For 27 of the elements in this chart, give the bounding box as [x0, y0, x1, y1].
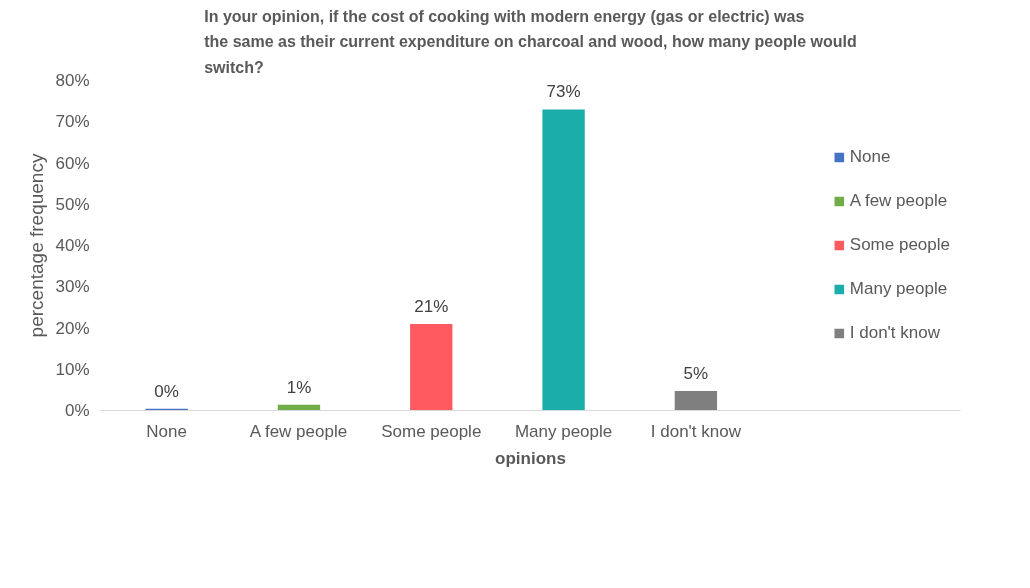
- y-tick-label: 20%: [55, 318, 90, 338]
- y-tick-label: 0%: [64, 401, 90, 420]
- y-tick-label: 10%: [55, 359, 90, 379]
- legend-label: Many people: [849, 279, 948, 299]
- y-tick-label: 50%: [55, 194, 90, 214]
- y-tick-label: 40%: [55, 236, 90, 255]
- y-tick-label: 70%: [55, 112, 90, 132]
- x-tick-label: None: [146, 421, 187, 441]
- legend-label: I don't know: [849, 323, 941, 343]
- data-label: 0%: [154, 381, 179, 401]
- data-label: 73%: [546, 82, 581, 102]
- x-tick-label: Some people: [381, 421, 482, 441]
- chart-title: In your opinion, if the cost of cooking with modern energy (gas or electric) was the same as their current expenditure on charcoal and wood, how many people would switch?: [204, 7, 857, 76]
- data-label: 1%: [286, 377, 312, 397]
- legend-label: A few people: [849, 191, 948, 211]
- legend-label: Some people: [849, 235, 950, 255]
- legend-label: None: [849, 147, 891, 167]
- x-tick-label: Many people: [514, 421, 613, 441]
- data-label: 5%: [683, 364, 709, 384]
- y-tick-label: 30%: [55, 277, 90, 297]
- x-axis-title: opinions: [495, 448, 566, 468]
- data-label: 21%: [414, 296, 449, 316]
- x-tick-label: I don't know: [650, 421, 742, 441]
- x-tick-label: A few people: [249, 421, 348, 441]
- y-tick-label: 80%: [55, 71, 90, 90]
- y-axis-title: percentage frequency: [26, 153, 48, 338]
- y-tick-label: 60%: [55, 153, 90, 173]
